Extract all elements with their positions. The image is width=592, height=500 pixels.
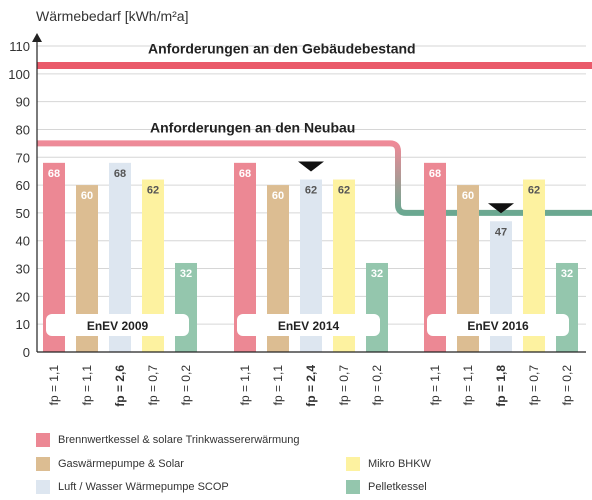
group-label-box	[46, 314, 189, 336]
y-tick-label: 80	[16, 122, 30, 137]
legend-item-brennwertkessel: Brennwertkessel & solare Trinkwassererwä…	[36, 433, 299, 447]
group-label-box	[427, 314, 569, 336]
y-tick-label: 0	[23, 345, 30, 360]
group-label: EnEV 2009	[87, 319, 149, 333]
y-axis-label: Wärmebedarf [kWh/m²a]	[36, 8, 188, 24]
fp-label: fp = 1,1	[47, 365, 61, 406]
fp-label: fp = 0,2	[560, 365, 574, 406]
group-label: EnEV 2014	[278, 319, 340, 333]
bar	[424, 162, 446, 352]
legend-label: Mikro BHKW	[368, 458, 431, 470]
bar	[234, 162, 256, 352]
fp-label: fp = 0,2	[370, 365, 384, 406]
legend-item-pelletkessel: Pelletkessel	[346, 480, 427, 494]
legend-swatch-gaswaermepumpe	[36, 457, 50, 471]
bar	[43, 162, 65, 352]
y-tick-label: 10	[16, 317, 30, 332]
bar-value-label: 32	[371, 268, 383, 280]
bar	[142, 179, 164, 352]
y-tick-label: 100	[8, 67, 30, 82]
bar-value-label: 62	[305, 185, 317, 197]
y-tick-label: 90	[16, 95, 30, 110]
fp-label: fp = 2,6	[113, 365, 127, 407]
y-tick-label: 110	[9, 39, 30, 54]
y-tick-label: 50	[16, 206, 30, 221]
reference-label-neubau: Anforderungen an den Neubau	[150, 119, 355, 135]
y-tick-label: 20	[16, 289, 30, 304]
fp-label: fp = 2,4	[304, 365, 318, 407]
marker-triangle	[298, 161, 324, 172]
legend-item-luft-wasser: Luft / Wasser Wärmepumpe SCOP	[36, 480, 229, 494]
bar-value-label: 68	[48, 168, 60, 180]
bar-value-label: 68	[114, 168, 126, 180]
fp-label: fp = 0,7	[337, 365, 351, 406]
bar	[267, 185, 289, 352]
bar	[457, 185, 479, 352]
bar-value-label: 32	[180, 268, 192, 280]
bar-value-label: 62	[528, 185, 540, 197]
y-tick-label: 40	[16, 234, 30, 249]
legend-item-gaswaermepumpe: Gaswärmepumpe & Solar	[36, 457, 184, 471]
bar	[76, 185, 98, 352]
bar-value-label: 47	[495, 226, 507, 238]
bar	[300, 179, 322, 352]
group-label: EnEV 2016	[467, 319, 529, 333]
legend-label: Gaswärmepumpe & Solar	[58, 458, 184, 470]
fp-label: fp = 0,7	[527, 365, 541, 406]
bar-value-label: 62	[338, 185, 350, 197]
bar-value-label: 60	[462, 190, 474, 202]
legend-label: Brennwertkessel & solare Trinkwassererwä…	[58, 434, 300, 446]
legend-swatch-pelletkessel	[346, 480, 360, 494]
bar	[523, 179, 545, 352]
fp-label: fp = 0,7	[146, 365, 160, 406]
legend-swatch-mikro-bhkw	[346, 457, 360, 471]
legend-swatch-brennwertkessel	[36, 433, 50, 447]
bar-value-label: 68	[429, 168, 441, 180]
fp-label: fp = 1,1	[238, 365, 252, 406]
y-tick-label: 70	[16, 150, 30, 165]
bar	[333, 179, 355, 352]
fp-label: fp = 1,1	[461, 365, 475, 406]
y-tick-label: 60	[16, 178, 30, 193]
bar-value-label: 68	[239, 168, 251, 180]
bar	[109, 162, 131, 352]
legend-label: Luft / Wasser Wärmepumpe SCOP	[58, 481, 229, 493]
y-tick-label: 30	[16, 262, 30, 277]
fp-label: fp = 1,1	[80, 365, 94, 406]
fp-label: fp = 0,2	[179, 365, 193, 406]
reference-line-neubau	[37, 140, 592, 216]
bar-value-label: 60	[272, 190, 284, 202]
fp-label: fp = 1,8	[494, 365, 508, 407]
legend-item-mikro-bhkw: Mikro BHKW	[346, 457, 431, 471]
fp-label: fp = 1,1	[428, 365, 442, 406]
bar-value-label: 62	[147, 185, 159, 197]
y-axis-arrow	[32, 33, 42, 42]
reference-label-bestand: Anforderungen an den Gebäudebestand	[148, 40, 416, 56]
bar-value-label: 32	[561, 268, 573, 280]
group-label-box	[237, 314, 380, 336]
legend-label: Pelletkessel	[368, 481, 427, 493]
marker-triangle	[488, 203, 514, 214]
bar-value-label: 60	[81, 190, 93, 202]
legend-swatch-luft-wasser	[36, 480, 50, 494]
fp-label: fp = 1,1	[271, 365, 285, 406]
